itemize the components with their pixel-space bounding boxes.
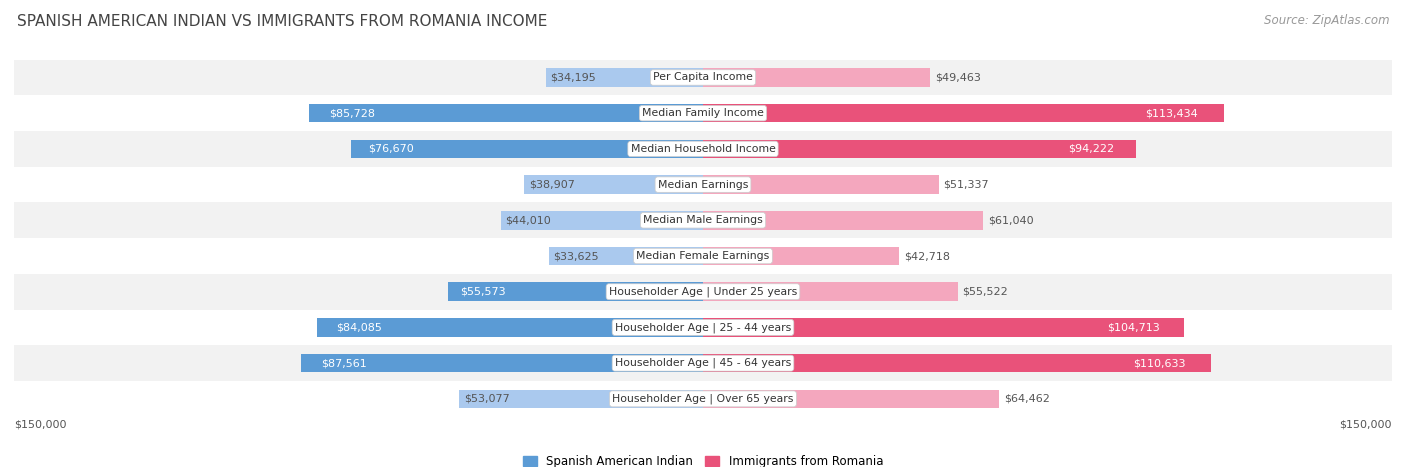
Bar (703, 247, 900, 265)
Text: $53,077: $53,077 (464, 394, 509, 404)
Bar (316, 318, 703, 337)
Bar (548, 247, 703, 265)
Text: $113,434: $113,434 (1146, 108, 1198, 118)
Text: $104,713: $104,713 (1107, 322, 1160, 333)
Bar (703, 175, 939, 194)
Text: Median Male Earnings: Median Male Earnings (643, 215, 763, 225)
Text: $55,522: $55,522 (963, 287, 1008, 297)
Bar (352, 140, 703, 158)
Text: $76,670: $76,670 (368, 144, 415, 154)
Text: Householder Age | Over 65 years: Householder Age | Over 65 years (612, 394, 794, 404)
Text: $42,718: $42,718 (904, 251, 950, 261)
Bar (703, 211, 983, 230)
Bar (301, 354, 703, 373)
Text: Per Capita Income: Per Capita Income (652, 72, 754, 83)
Text: $150,000: $150,000 (14, 419, 66, 430)
Bar (524, 175, 703, 194)
Text: $55,573: $55,573 (461, 287, 506, 297)
Bar (14, 381, 1392, 417)
Text: $49,463: $49,463 (935, 72, 980, 83)
Text: $87,561: $87,561 (321, 358, 367, 368)
Bar (14, 60, 1392, 95)
Text: $64,462: $64,462 (1004, 394, 1049, 404)
Bar (14, 345, 1392, 381)
Bar (14, 167, 1392, 203)
Text: Median Household Income: Median Household Income (630, 144, 776, 154)
Text: $34,195: $34,195 (551, 72, 596, 83)
Text: Householder Age | Under 25 years: Householder Age | Under 25 years (609, 286, 797, 297)
Text: Householder Age | 25 - 44 years: Householder Age | 25 - 44 years (614, 322, 792, 333)
Text: Median Female Earnings: Median Female Earnings (637, 251, 769, 261)
Text: $38,907: $38,907 (529, 180, 575, 190)
Bar (703, 389, 1000, 408)
Bar (703, 283, 957, 301)
Bar (14, 274, 1392, 310)
Text: $44,010: $44,010 (506, 215, 551, 225)
Bar (447, 283, 703, 301)
Text: $84,085: $84,085 (336, 322, 382, 333)
Bar (546, 68, 703, 87)
Bar (703, 68, 931, 87)
Bar (703, 354, 1211, 373)
Bar (14, 238, 1392, 274)
Bar (14, 310, 1392, 345)
Text: Median Earnings: Median Earnings (658, 180, 748, 190)
Bar (703, 104, 1225, 122)
Text: $150,000: $150,000 (1340, 419, 1392, 430)
Text: Householder Age | 45 - 64 years: Householder Age | 45 - 64 years (614, 358, 792, 368)
Text: Source: ZipAtlas.com: Source: ZipAtlas.com (1264, 14, 1389, 27)
Bar (14, 203, 1392, 238)
Bar (460, 389, 703, 408)
Bar (309, 104, 703, 122)
Text: $61,040: $61,040 (988, 215, 1033, 225)
Bar (703, 140, 1136, 158)
Text: Median Family Income: Median Family Income (643, 108, 763, 118)
Text: $94,222: $94,222 (1069, 144, 1114, 154)
Bar (501, 211, 703, 230)
Text: $85,728: $85,728 (329, 108, 375, 118)
Bar (14, 131, 1392, 167)
Text: $51,337: $51,337 (943, 180, 988, 190)
Bar (703, 318, 1184, 337)
Text: $33,625: $33,625 (553, 251, 599, 261)
Legend: Spanish American Indian, Immigrants from Romania: Spanish American Indian, Immigrants from… (517, 450, 889, 467)
Text: $110,633: $110,633 (1133, 358, 1185, 368)
Text: SPANISH AMERICAN INDIAN VS IMMIGRANTS FROM ROMANIA INCOME: SPANISH AMERICAN INDIAN VS IMMIGRANTS FR… (17, 14, 547, 29)
Bar (14, 95, 1392, 131)
